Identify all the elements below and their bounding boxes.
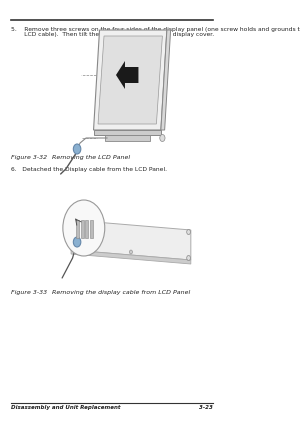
Text: Removing the display cable from LCD Panel: Removing the display cable from LCD Pane… [52, 290, 190, 295]
Circle shape [187, 255, 190, 261]
Bar [90, 220, 93, 238]
Circle shape [130, 250, 133, 254]
Polygon shape [71, 250, 191, 264]
Text: Removing the LCD Panel: Removing the LCD Panel [52, 155, 130, 160]
Circle shape [160, 134, 165, 142]
Text: LCD cable).  Then tilt the LCD Panel away for the display cover.: LCD cable). Then tilt the LCD Panel away… [11, 32, 214, 37]
Polygon shape [94, 130, 161, 135]
Circle shape [63, 200, 105, 256]
Circle shape [73, 237, 81, 247]
Polygon shape [98, 36, 162, 124]
Polygon shape [105, 135, 150, 141]
Text: Figure 3-33: Figure 3-33 [11, 290, 47, 295]
Bar [76, 220, 79, 238]
Polygon shape [94, 30, 167, 130]
Text: 6.   Detached the Display cable from the LCD Panel.: 6. Detached the Display cable from the L… [11, 167, 167, 172]
Polygon shape [116, 61, 138, 89]
Text: Figure 3-32: Figure 3-32 [11, 155, 47, 160]
Polygon shape [161, 30, 171, 130]
Text: 5.    Remove three screws on the four sides of the display panel (one screw hold: 5. Remove three screws on the four sides… [11, 27, 300, 32]
Circle shape [187, 230, 190, 235]
Bar [85, 220, 88, 238]
Polygon shape [71, 220, 191, 260]
Circle shape [73, 144, 81, 154]
Text: 3-23: 3-23 [200, 405, 213, 410]
Text: Disassembly and Unit Replacement: Disassembly and Unit Replacement [11, 405, 121, 410]
Bar [81, 220, 84, 238]
